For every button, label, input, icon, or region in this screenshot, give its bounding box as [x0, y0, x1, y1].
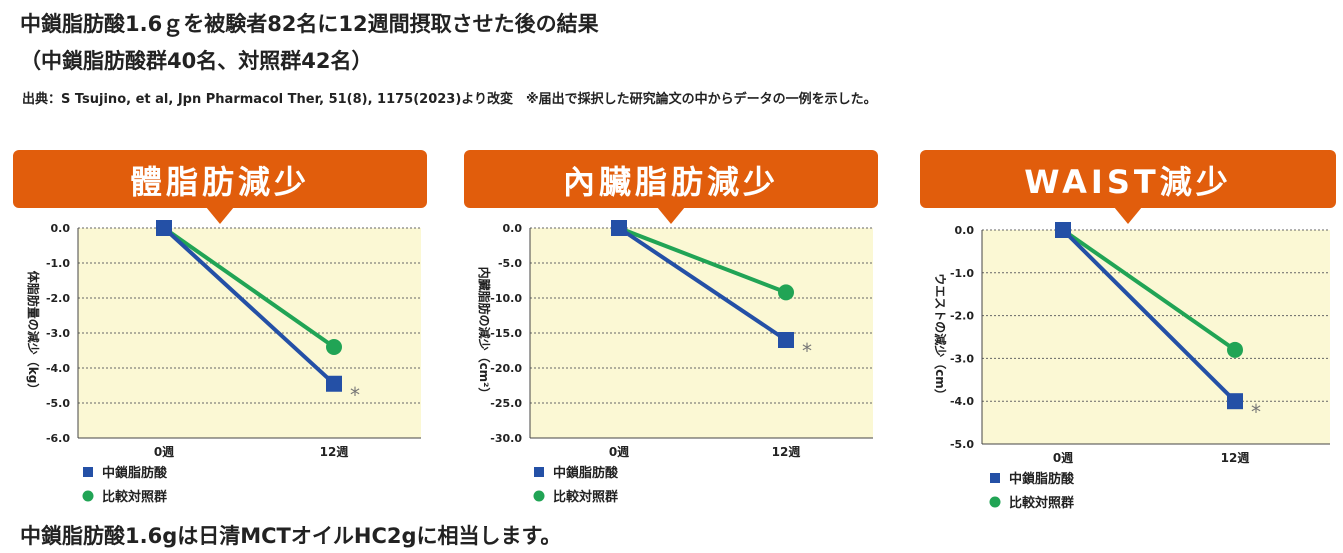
x-tick-label: 0週 — [1053, 450, 1073, 465]
significance-mark: * — [802, 339, 812, 363]
y-tick-label: -3.0 — [950, 352, 974, 365]
data-point-mct — [1055, 222, 1071, 238]
banner-pointer — [657, 207, 685, 224]
legend-label-mct: 中鎖脂肪酸 — [553, 465, 619, 481]
y-axis-label: 内臓脂肪の減少（cm²） — [477, 267, 492, 400]
legend-marker-control — [533, 490, 545, 502]
source-citation: 出典：S Tsujino, et al, Jpn Pharmacol Ther,… — [22, 92, 877, 107]
data-point-mct — [1227, 393, 1243, 410]
chart-banner — [464, 150, 878, 208]
y-tick-label: -5.0 — [498, 257, 522, 270]
y-axis-label: 体脂肪量の減少（kg） — [26, 271, 41, 396]
significance-mark: * — [1251, 400, 1261, 424]
banner-pointer — [1114, 207, 1142, 224]
y-tick-label: -30.0 — [490, 432, 522, 445]
legend-label-control: 比較対照群 — [1009, 495, 1074, 511]
y-tick-label: -15.0 — [490, 327, 522, 340]
significance-mark: * — [350, 383, 360, 407]
series-line-mct — [617, 226, 788, 342]
y-tick-label: -1.0 — [950, 267, 974, 280]
y-tick-label: -1.0 — [46, 257, 70, 270]
data-point-mct — [778, 332, 794, 348]
series-line-mct — [1061, 228, 1237, 403]
chart-title: 體脂肪減少 — [130, 163, 310, 201]
legend-label-mct: 中鎖脂肪酸 — [102, 465, 168, 481]
legend-marker-mct — [83, 467, 93, 477]
legend-marker-mct — [990, 473, 1000, 483]
x-tick-label: 12週 — [772, 444, 801, 459]
y-axis-label: ウエストの減少（cm） — [933, 273, 948, 401]
y-tick-label: -10.0 — [490, 292, 522, 305]
banner-pointer — [206, 207, 234, 224]
legend-label-mct: 中鎖脂肪酸 — [1009, 471, 1075, 487]
chart-title: 內臟脂肪減少 — [563, 163, 779, 201]
page-title: 中鎖脂肪酸1.6ｇを被験者82名に12週間摂取させた後の結果 — [20, 12, 599, 36]
y-tick-label: -5.0 — [950, 438, 974, 451]
x-tick-label: 0週 — [154, 444, 174, 459]
legend-label-control: 比較対照群 — [102, 489, 167, 505]
x-tick-label: 0週 — [609, 444, 629, 459]
x-tick-label: 12週 — [320, 444, 349, 459]
data-point-control — [778, 284, 794, 301]
data-point-control — [1227, 341, 1243, 358]
plot-area — [982, 230, 1330, 444]
chart-banner — [920, 150, 1336, 208]
y-tick-label: 0.0 — [51, 222, 71, 235]
series-line-control — [1061, 228, 1237, 352]
series-line-control — [162, 226, 336, 349]
legend-marker-mct — [534, 467, 544, 477]
y-tick-label: -20.0 — [490, 362, 522, 375]
page-subtitle: （中鎖脂肪酸群40名、対照群42名） — [20, 49, 373, 73]
data-point-mct — [611, 220, 627, 236]
legend-marker-control — [989, 496, 1001, 508]
y-tick-label: -3.0 — [46, 327, 70, 340]
legend-label-control: 比較対照群 — [553, 489, 618, 505]
footer-note: 中鎖脂肪酸1.6gは日清MCTオイルHC2gに相当します。 — [20, 524, 562, 548]
y-tick-label: -2.0 — [950, 310, 974, 323]
chart-title: WAIST減少 — [1024, 163, 1231, 201]
y-tick-label: 0.0 — [955, 224, 975, 237]
y-tick-label: -4.0 — [950, 395, 974, 408]
series-line-mct — [162, 226, 336, 386]
data-point-mct — [156, 220, 172, 236]
legend-marker-control — [82, 490, 94, 502]
data-point-mct — [326, 375, 342, 392]
plot-area — [78, 228, 421, 438]
x-tick-label: 12週 — [1221, 450, 1250, 465]
y-tick-label: -4.0 — [46, 362, 70, 375]
y-tick-label: -25.0 — [490, 397, 522, 410]
y-tick-label: -6.0 — [46, 432, 70, 445]
data-point-control — [326, 339, 342, 355]
y-tick-label: -5.0 — [46, 397, 70, 410]
series-line-control — [618, 226, 787, 295]
y-tick-label: 0.0 — [503, 222, 523, 235]
y-tick-label: -2.0 — [46, 292, 70, 305]
chart-banner — [13, 150, 427, 208]
